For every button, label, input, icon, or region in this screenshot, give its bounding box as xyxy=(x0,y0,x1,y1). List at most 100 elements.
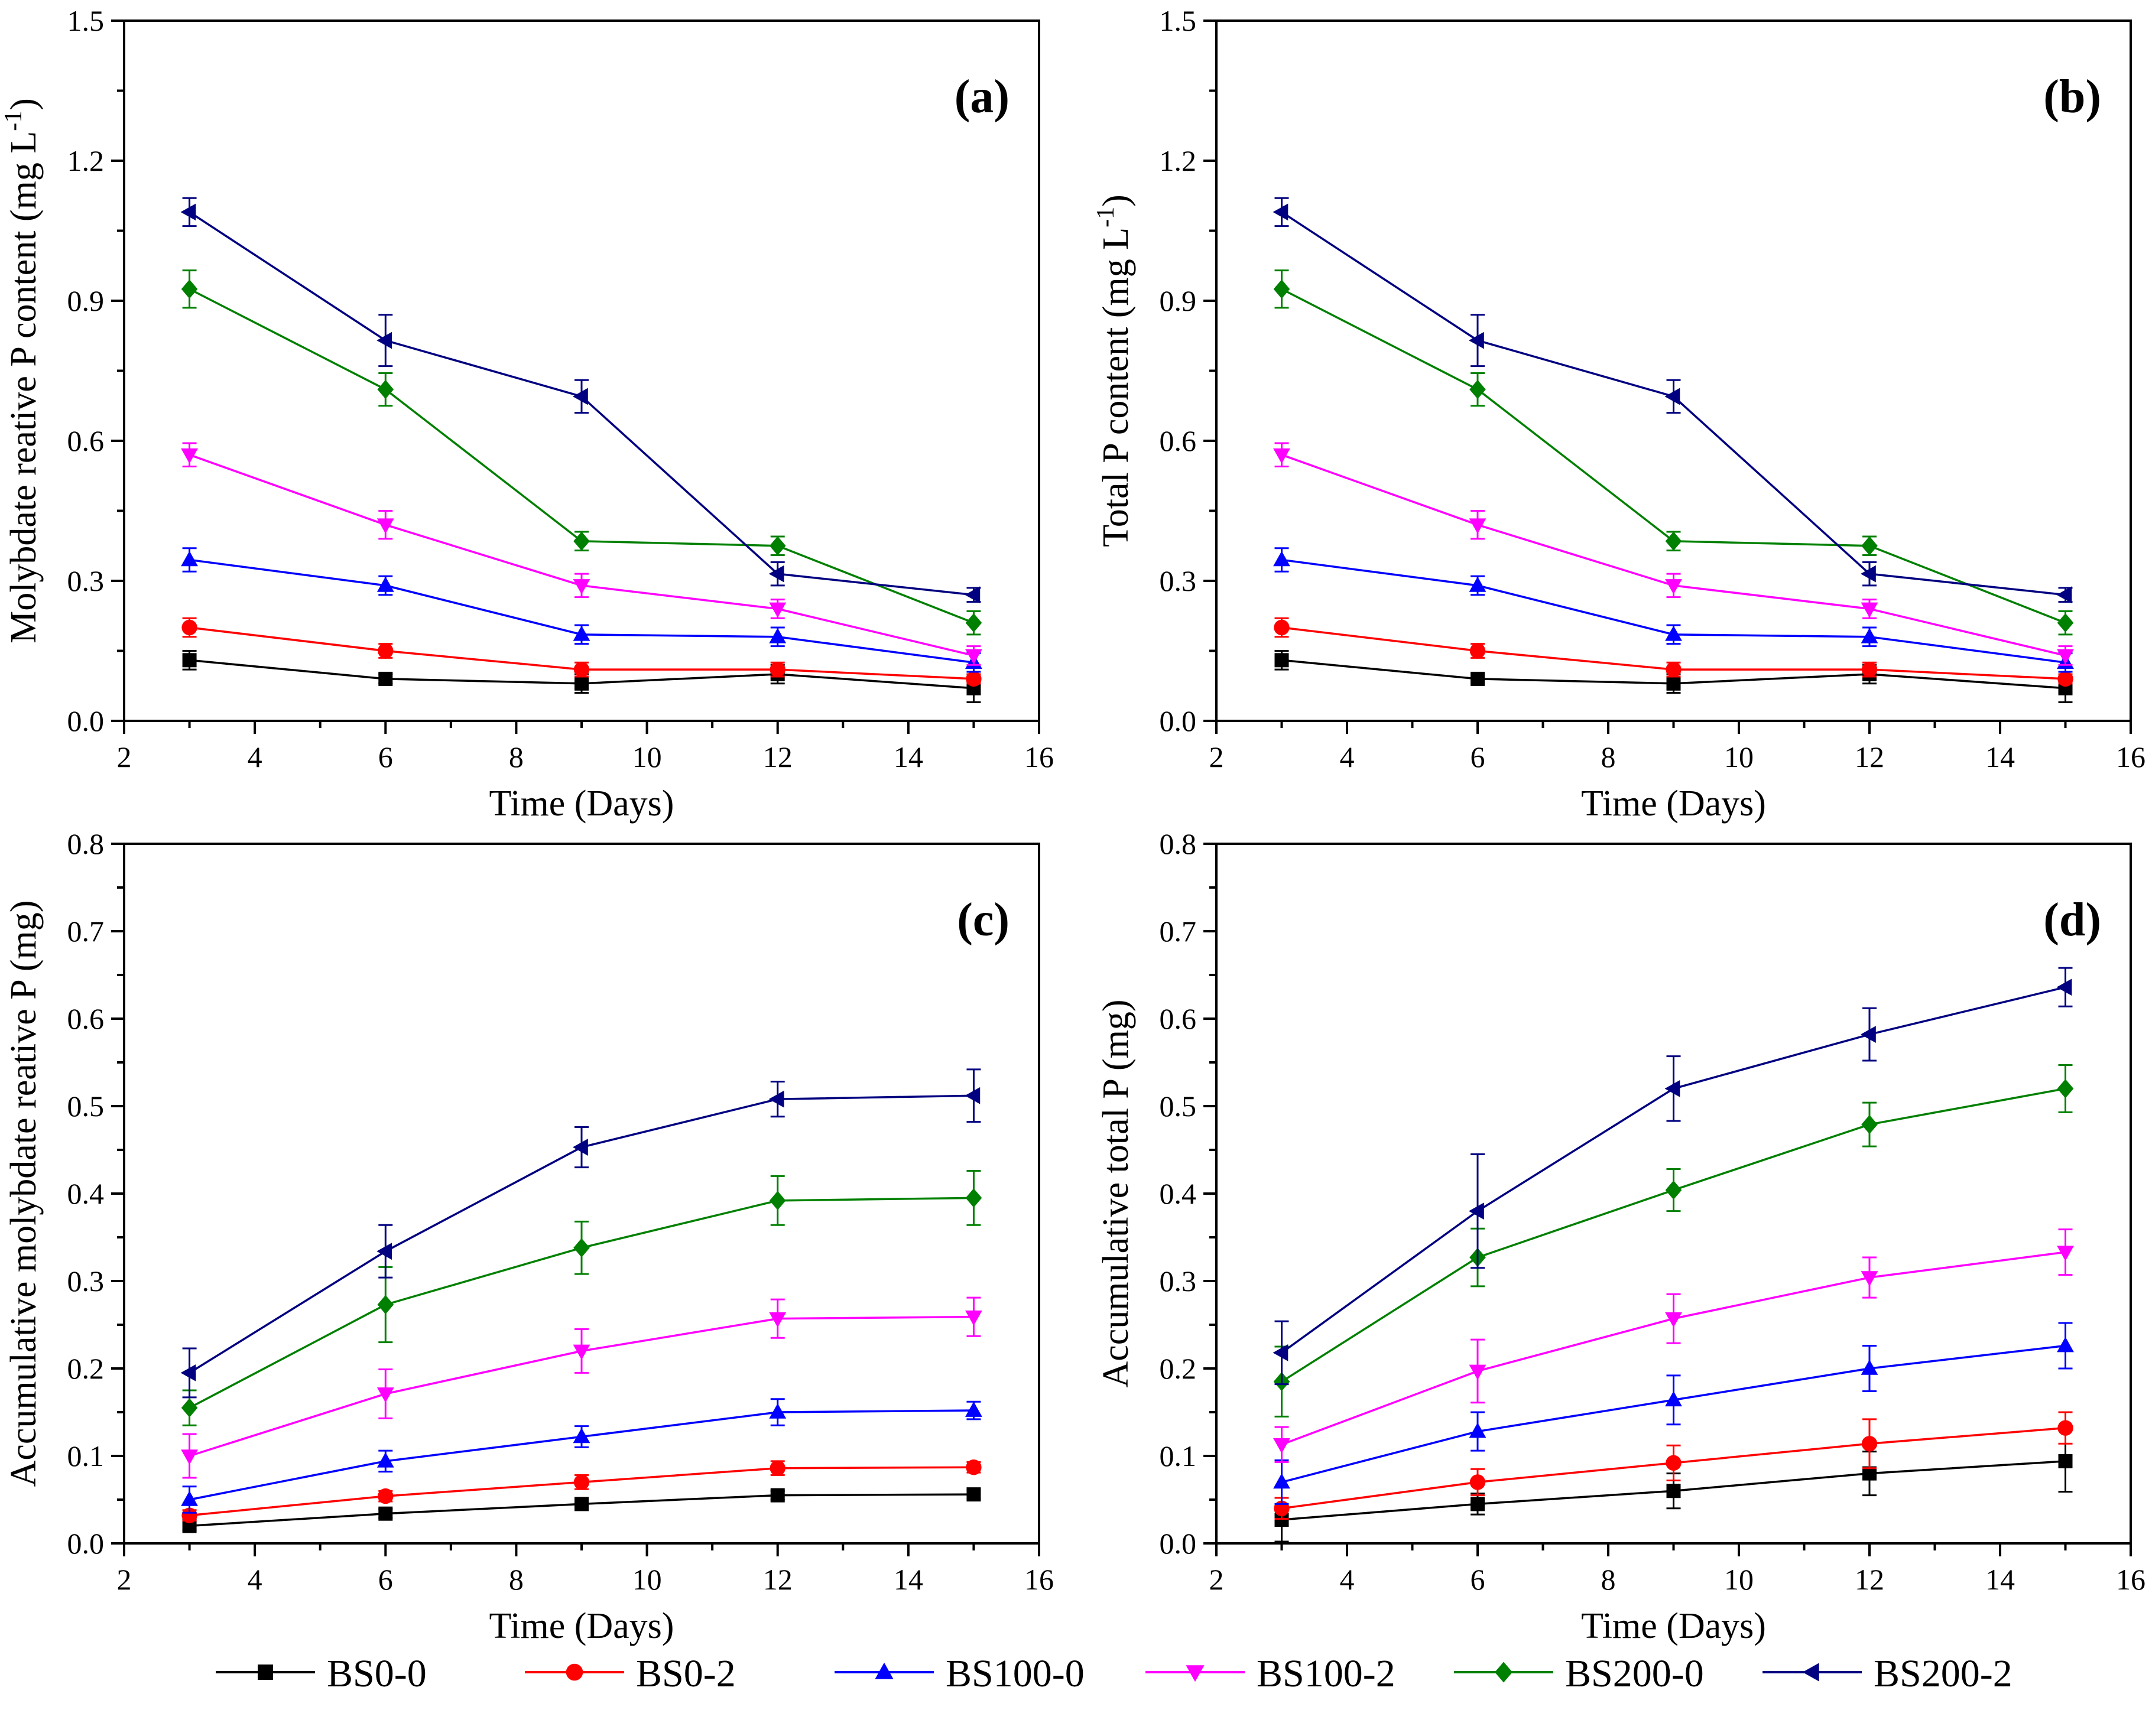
data-point xyxy=(1471,671,1485,686)
series-bs200-0 xyxy=(1273,269,2074,636)
data-point xyxy=(1469,1422,1486,1438)
data-point xyxy=(574,1497,589,1511)
legend-marker xyxy=(566,1663,583,1681)
data-point xyxy=(573,1139,588,1156)
x-axis-title: Time (Days) xyxy=(1581,1606,1766,1646)
x-tick-label: 2 xyxy=(1209,1563,1224,1596)
data-point xyxy=(1469,643,1486,659)
data-point xyxy=(1273,203,1288,221)
x-tick-label: 6 xyxy=(378,1563,393,1596)
data-point xyxy=(1471,1497,1485,1511)
legend: BS0-0 BS0-2 BS100-0 BS100-2 BS200-0 BS200-2 xyxy=(216,1652,2013,1695)
x-tick-label: 4 xyxy=(1340,740,1355,773)
data-point xyxy=(965,1402,982,1417)
data-point xyxy=(2057,1079,2074,1098)
y-tick-label: 0.5 xyxy=(1160,1090,1197,1123)
y-axis-title-tail: ) xyxy=(1096,194,1136,207)
y-tick-label: 0.5 xyxy=(67,1090,105,1123)
y-tick-label: 1.2 xyxy=(1160,144,1197,177)
y-tick-label: 0.3 xyxy=(67,1264,105,1298)
data-point xyxy=(2056,586,2072,604)
data-point xyxy=(2057,649,2074,665)
data-point xyxy=(2057,1337,2074,1353)
data-point xyxy=(1273,1344,1288,1361)
chart-panel-4: 2 4 6 8 10 12 14 16 0.0 0.1 0.2 0.3 0.4 0.5 0.6 0.7 0.8 T… xyxy=(1096,827,2145,1646)
series-bs100-0 xyxy=(1273,547,2074,673)
data-point xyxy=(573,661,590,678)
legend-item-bs0-2: BS0-2 xyxy=(525,1652,736,1695)
data-point xyxy=(1861,1026,1876,1043)
x-tick-label: 8 xyxy=(1601,740,1616,773)
x-axis-title: Time (Days) xyxy=(489,1606,674,1646)
data-point xyxy=(1861,602,1878,618)
data-point xyxy=(768,565,784,583)
y-tick-label: 0.4 xyxy=(1160,1177,1197,1210)
data-point xyxy=(1273,1473,1290,1489)
data-point xyxy=(181,279,198,299)
data-point xyxy=(376,576,394,592)
chart-panel-3: 2 4 6 8 10 12 14 16 0.0 0.1 0.2 0.3 0.4 0.5 0.6 0.7 0.8 T… xyxy=(4,827,1054,1646)
series-bs100-2 xyxy=(181,442,982,666)
data-point xyxy=(2056,978,2072,996)
data-point xyxy=(378,671,393,686)
data-point xyxy=(965,586,981,604)
series-bs0-0 xyxy=(182,1487,981,1533)
x-tick-label: 16 xyxy=(1024,1563,1054,1596)
y-tick-label: 0.4 xyxy=(67,1177,105,1210)
x-tick-label: 6 xyxy=(1471,1563,1485,1596)
panel-label: (c) xyxy=(957,894,1010,946)
data-point xyxy=(574,676,589,691)
data-point xyxy=(769,1403,787,1419)
data-point xyxy=(180,203,196,221)
series-bs100-0 xyxy=(181,1398,982,1514)
y-tick-label: 0.0 xyxy=(1160,1527,1197,1560)
x-tick-label: 8 xyxy=(509,740,524,773)
x-tick-label: 12 xyxy=(1855,1563,1884,1596)
legend-label: BS100-0 xyxy=(946,1652,1085,1695)
legend-item-bs200-2: BS200-2 xyxy=(1763,1652,2013,1695)
data-point xyxy=(573,531,590,551)
y-axis-title: Accumulative molybdate reative P (mg) xyxy=(4,900,44,1487)
panel-label: (a) xyxy=(955,71,1010,123)
data-point xyxy=(182,653,197,668)
y-tick-label: 0.9 xyxy=(67,284,105,317)
legend-label: BS0-2 xyxy=(636,1652,736,1695)
data-point xyxy=(1666,1455,1682,1471)
data-point xyxy=(2058,1454,2073,1468)
legend-marker xyxy=(258,1665,273,1680)
y-tick-label: 0.9 xyxy=(1160,284,1197,317)
x-tick-label: 14 xyxy=(894,1563,923,1596)
series-bs100-2 xyxy=(181,1296,982,1479)
y-axis-title-main: Molybdate reative P content (mg L xyxy=(4,131,44,643)
series-bs200-2 xyxy=(1273,197,2073,604)
data-point xyxy=(770,1488,785,1503)
data-point xyxy=(770,1460,786,1476)
series-bs200-2 xyxy=(180,197,981,604)
data-point xyxy=(181,1507,197,1523)
y-tick-label: 0.7 xyxy=(67,915,105,948)
legend-label: BS0-0 xyxy=(327,1652,427,1695)
data-point xyxy=(966,1459,982,1475)
data-point xyxy=(1664,1080,1680,1097)
data-point xyxy=(965,613,982,633)
legend-label: BS200-2 xyxy=(1874,1652,2013,1695)
data-point xyxy=(376,1243,392,1260)
data-point xyxy=(1861,536,1878,555)
data-point xyxy=(1274,653,1289,668)
series-bs100-2 xyxy=(1273,1228,2074,1463)
series-bs100-2 xyxy=(1273,442,2074,666)
y-tick-label: 0.1 xyxy=(67,1439,105,1472)
series-bs200-2 xyxy=(1273,967,2073,1386)
data-point xyxy=(769,536,786,555)
data-point xyxy=(1861,1271,1878,1287)
data-point xyxy=(965,1087,981,1104)
data-point xyxy=(378,643,394,659)
legend-label: BS100-2 xyxy=(1257,1652,1395,1695)
y-tick-label: 0.6 xyxy=(1160,1002,1197,1035)
y-tick-label: 0.8 xyxy=(67,827,105,860)
y-tick-label: 0.8 xyxy=(1160,827,1197,860)
data-point xyxy=(1273,551,1290,567)
y-tick-label: 0.6 xyxy=(67,1002,105,1035)
series-bs0-2 xyxy=(181,1459,982,1523)
